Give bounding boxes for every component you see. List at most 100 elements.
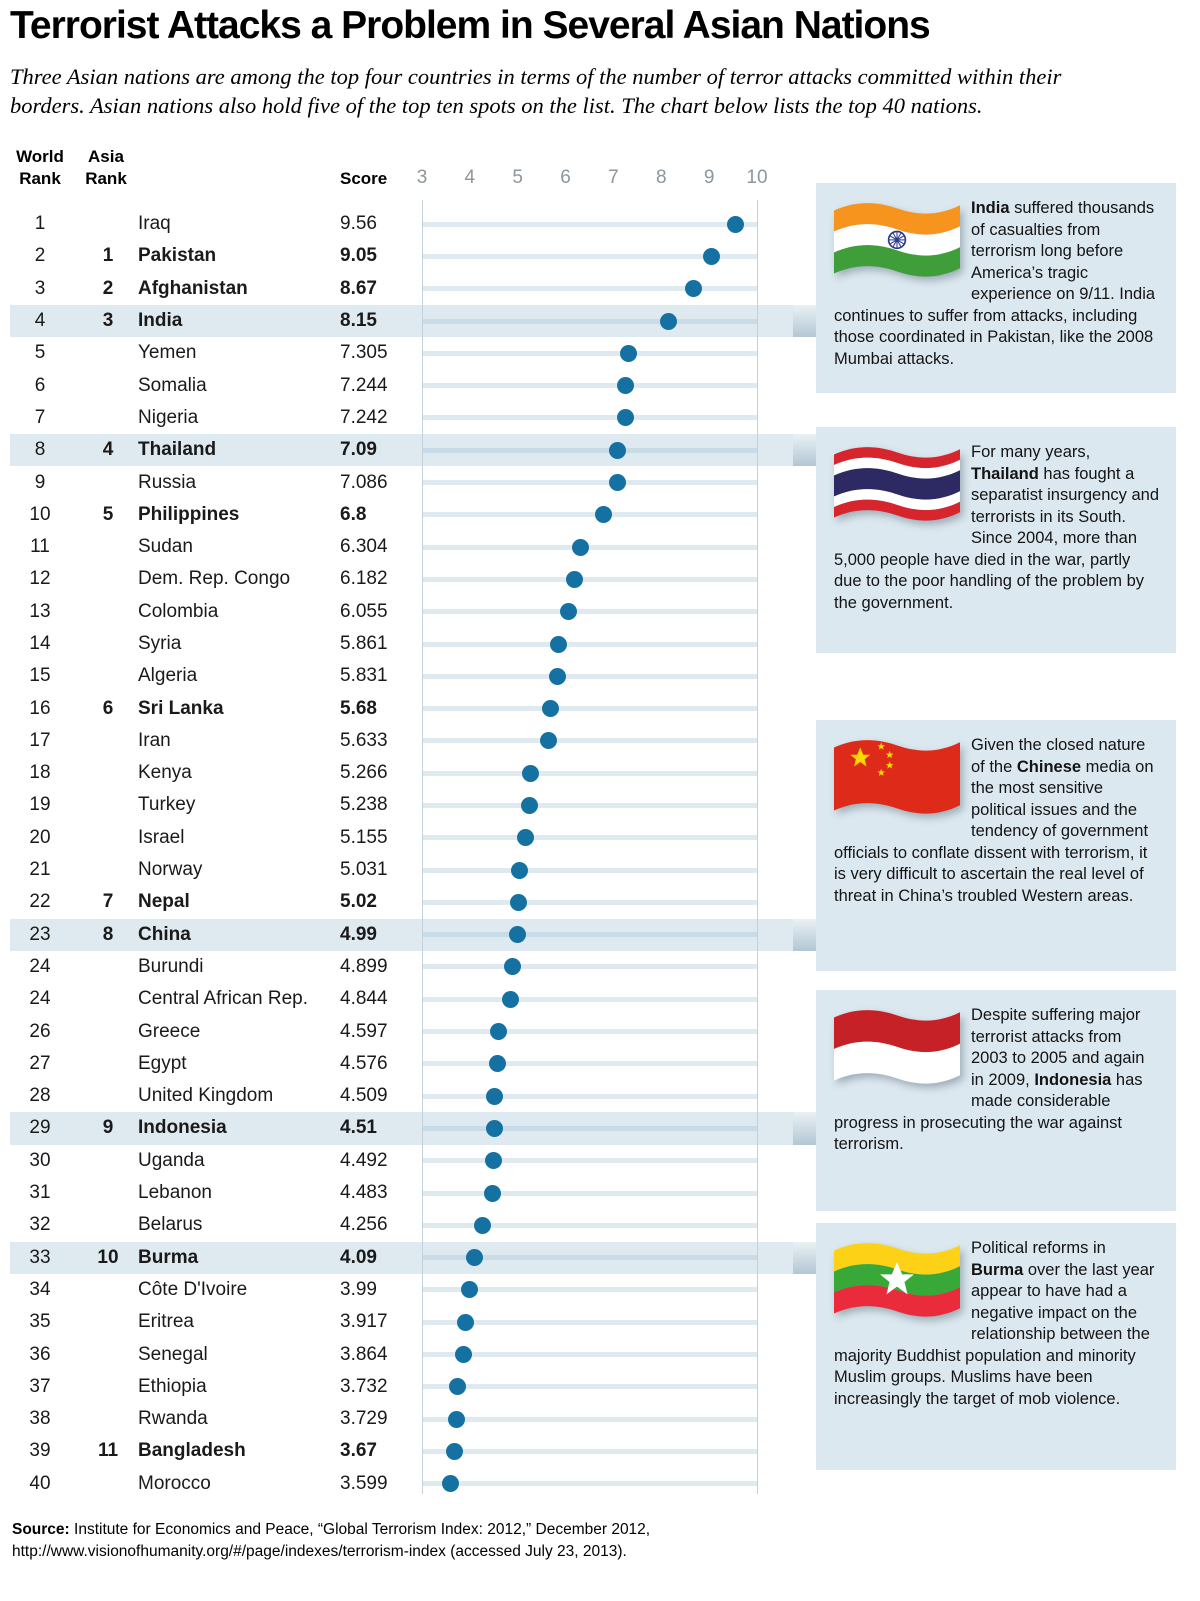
score-cell: 4.844 (340, 988, 388, 1010)
score-cell: 3.732 (340, 1375, 388, 1397)
country-name-cell: Russia (138, 471, 197, 493)
burma-flag-icon (834, 1243, 960, 1317)
score-cell: 4.99 (340, 923, 377, 945)
score-cell: 8.15 (340, 310, 377, 332)
china-flag-icon (834, 740, 960, 814)
score-dot (616, 409, 634, 427)
country-name-cell: United Kingdom (138, 1085, 274, 1107)
table-row: 4 3 India 8.15 (10, 304, 816, 338)
country-name-cell: Sri Lanka (138, 697, 224, 719)
axis-line-score-3 (422, 200, 423, 1494)
table-row: 38 Rwanda 3.729 (10, 1403, 816, 1435)
score-cell: 3.729 (340, 1408, 388, 1430)
score-dot-track (422, 1209, 757, 1241)
world-rank-cell: 13 (29, 600, 51, 622)
asia-rank-cell (80, 789, 136, 821)
asia-rank-cell: 2 (102, 277, 114, 299)
score-dot-track (422, 337, 757, 369)
score-cell: 4.576 (340, 1052, 388, 1074)
country-name-cell: Côte D'Ivoire (138, 1278, 248, 1300)
table-row: 15 Algeria 5.831 (10, 660, 816, 692)
score-cell: 7.09 (340, 439, 377, 461)
table-row: 16 6 Sri Lanka 5.68 (10, 692, 816, 724)
score-dot (488, 1055, 506, 1073)
row-gridline (422, 383, 757, 389)
row-gridline (422, 1319, 757, 1325)
world-rank-cell: 9 (34, 471, 46, 493)
table-row: 19 Turkey 5.238 (10, 789, 816, 821)
country-name-cell: Bangladesh (138, 1440, 246, 1462)
score-dot-track (422, 1274, 757, 1306)
column-header-asia-rank: Asia Rank (78, 146, 134, 190)
score-cell: 6.182 (340, 568, 388, 590)
row-gridline (422, 1093, 757, 1099)
table-row: 8 4 Thailand 7.09 (10, 434, 816, 467)
asia-rank-cell (80, 660, 136, 692)
asia-rank-cell (80, 983, 136, 1015)
score-cell: 7.244 (340, 374, 388, 396)
table-row: 7 Nigeria 7.242 (10, 402, 816, 434)
score-cell: 4.492 (340, 1149, 388, 1171)
table-row: 24 Burundi 4.899 (10, 951, 816, 983)
table-row: 31 Lebanon 4.483 (10, 1177, 816, 1209)
country-name-cell: Somalia (138, 374, 207, 396)
axis-tick-label: 7 (608, 167, 619, 188)
row-gridline (422, 480, 757, 486)
country-name-cell: Burma (138, 1246, 199, 1268)
score-dot (520, 796, 538, 814)
asia-rank-cell (80, 1015, 136, 1047)
score-dot-track (422, 1145, 757, 1177)
world-rank-cell: 30 (29, 1149, 51, 1171)
score-dot (510, 893, 528, 911)
score-dot-track (422, 434, 757, 466)
asia-rank-header-line1: Asia (88, 147, 124, 166)
table-row: 36 Senegal 3.864 (10, 1338, 816, 1370)
score-dot-track (422, 757, 757, 789)
asia-rank-cell: 8 (102, 923, 114, 945)
world-rank-cell: 17 (29, 729, 51, 751)
row-gridline (422, 512, 757, 518)
asia-rank-cell (80, 337, 136, 369)
score-dot-track (422, 563, 757, 595)
score-dot (501, 990, 519, 1008)
page-subtitle: Three Asian nations are among the top fo… (10, 64, 1062, 118)
score-dot (445, 1442, 463, 1460)
column-header-world-rank: World Rank (8, 146, 72, 190)
world-rank-cell: 18 (29, 762, 51, 784)
asia-rank-cell (80, 531, 136, 563)
score-dot-track (422, 240, 757, 272)
world-rank-cell: 23 (29, 923, 51, 945)
asia-rank-cell (80, 628, 136, 660)
world-rank-cell: 33 (29, 1246, 51, 1268)
score-dot (504, 958, 522, 976)
annotation-text-india: India suffered thousands of casualties f… (834, 199, 1156, 368)
axis-tick-label: 10 (746, 167, 768, 188)
table-row: 35 Eritrea 3.917 (10, 1306, 816, 1338)
score-dot (571, 538, 589, 556)
asia-rank-cell (80, 1468, 136, 1500)
annotation-text-thailand: For many years, Thailand has fought a se… (834, 443, 1160, 612)
score-cell: 4.509 (340, 1085, 388, 1107)
annotation-text-china: Given the closed nature of the Chinese m… (834, 736, 1154, 905)
score-dot (473, 1216, 491, 1234)
score-dot (465, 1249, 483, 1267)
score-cell: 3.67 (340, 1440, 377, 1462)
country-name-cell: China (138, 923, 191, 945)
world-rank-cell: 22 (29, 891, 51, 913)
score-cell: 5.633 (340, 729, 388, 751)
world-rank-cell: 15 (29, 665, 51, 687)
score-cell: 7.305 (340, 342, 388, 364)
score-cell: 5.68 (340, 697, 377, 719)
indonesia-flag-icon (834, 1010, 960, 1084)
row-gridline (422, 1448, 757, 1454)
annotation-box-china: Given the closed nature of the Chinese m… (816, 720, 1176, 971)
world-rank-cell: 1 (34, 213, 46, 235)
country-name-cell: Syria (138, 633, 182, 654)
score-dot (619, 344, 637, 362)
asia-rank-cell: 6 (102, 697, 114, 719)
score-cell: 3.99 (340, 1278, 377, 1300)
score-dot (559, 603, 577, 621)
score-dot-track (422, 789, 757, 821)
asia-rank-cell (80, 1209, 136, 1241)
score-dot-track (422, 1015, 757, 1047)
